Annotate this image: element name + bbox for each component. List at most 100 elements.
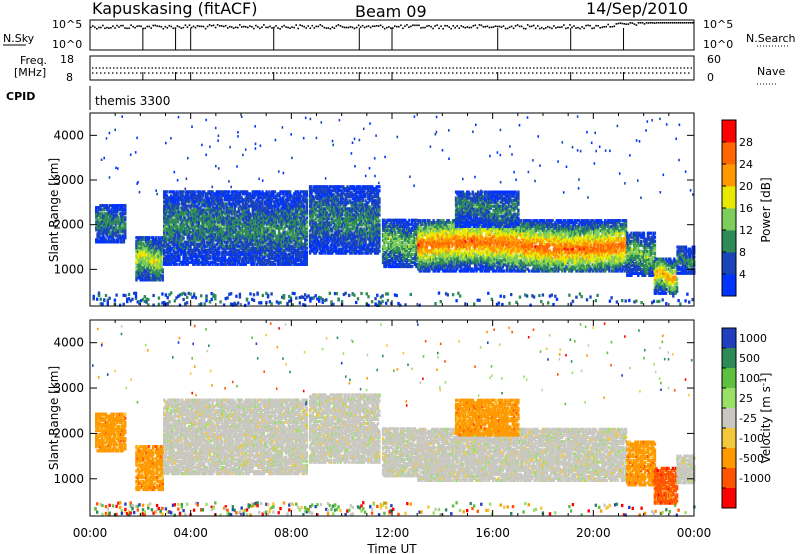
echo-cell xyxy=(259,206,263,210)
echo-cell xyxy=(167,206,170,210)
echo-cell xyxy=(246,196,249,200)
echo-cell xyxy=(325,235,328,239)
echo-cell xyxy=(181,262,184,266)
echo-cell xyxy=(165,256,169,260)
echo-cell xyxy=(326,241,330,245)
echo-cell xyxy=(110,210,113,214)
echo-cell xyxy=(320,197,323,201)
echo-cell xyxy=(346,219,349,223)
echo-cell xyxy=(328,207,331,211)
echo-cell xyxy=(254,190,257,194)
echo-cell xyxy=(273,262,277,266)
echo-cell xyxy=(322,209,326,213)
echo-cell xyxy=(276,214,279,218)
echo-cell xyxy=(139,254,142,258)
echo-cell xyxy=(167,202,170,206)
echo-cell xyxy=(313,251,316,255)
echo-cell xyxy=(176,252,180,256)
echo-cell xyxy=(205,230,209,234)
echo-cell xyxy=(252,293,256,297)
echo-cell xyxy=(225,246,228,250)
echo-cell xyxy=(286,192,289,196)
nsky-point xyxy=(299,24,301,26)
echo-cell xyxy=(169,224,173,228)
echo-cell xyxy=(259,228,263,232)
echo-cell xyxy=(197,228,200,232)
echo-cell xyxy=(351,185,355,189)
echo-cell xyxy=(108,226,112,230)
echo-cell xyxy=(110,218,113,222)
echo-cell xyxy=(205,250,209,254)
echo-cell xyxy=(190,194,194,198)
echo-cell xyxy=(136,240,140,244)
echo-cell xyxy=(178,226,181,230)
echo-cell xyxy=(138,266,141,270)
nsky-point xyxy=(92,25,94,27)
echo-cell xyxy=(189,248,192,252)
echo-cell xyxy=(149,248,152,252)
echo-cell xyxy=(142,256,145,260)
echo-cell xyxy=(258,252,261,256)
echo-cell xyxy=(218,236,221,240)
echo-cell xyxy=(236,232,239,236)
echo-cell xyxy=(575,295,578,299)
echo-cell xyxy=(168,260,171,264)
echo-cell xyxy=(194,210,198,214)
echo-cell xyxy=(261,258,264,262)
echo-cell xyxy=(243,242,246,246)
echo-cell xyxy=(290,240,293,244)
echo-cell xyxy=(169,194,173,198)
echo-cell xyxy=(294,190,297,194)
echo-cell xyxy=(99,236,102,240)
echo-cell xyxy=(185,212,188,216)
echo-cell xyxy=(300,295,303,299)
echo-cell xyxy=(225,196,228,200)
echo-cell xyxy=(283,218,286,222)
echo-cell xyxy=(324,195,327,199)
echo-cell xyxy=(282,294,286,298)
echo-cell xyxy=(149,244,152,248)
echo-cell xyxy=(158,250,162,254)
echo-cell xyxy=(182,260,185,264)
echo-cell xyxy=(293,222,296,226)
echo-cell xyxy=(301,254,304,258)
echo-cell xyxy=(326,249,330,253)
echo-cell xyxy=(280,224,283,228)
echo-cell xyxy=(344,215,348,219)
echo-cell xyxy=(531,294,534,298)
echo-cell xyxy=(169,200,173,204)
echo-cell xyxy=(207,248,210,252)
echo-cell xyxy=(174,260,177,264)
echo-cell xyxy=(269,228,272,232)
echo-cell xyxy=(305,200,308,204)
echo-cell xyxy=(265,226,268,230)
echo-cell xyxy=(226,238,230,242)
echo-cell xyxy=(175,246,178,250)
echo-cell xyxy=(129,299,132,303)
echo-cell xyxy=(253,194,256,198)
nsky-point xyxy=(553,25,555,27)
echo-cell xyxy=(251,194,254,198)
echo-cell xyxy=(338,207,341,211)
echo-cell xyxy=(266,204,270,208)
echo-cell xyxy=(309,296,312,300)
nsky-point xyxy=(106,26,108,29)
echo-cell xyxy=(212,293,215,297)
echo-cell xyxy=(143,272,146,276)
echo-cell xyxy=(103,236,106,240)
echo-cell xyxy=(321,251,324,255)
echo-cell xyxy=(529,303,532,307)
echo-cell xyxy=(333,207,337,211)
echo-cell xyxy=(439,300,442,304)
echo-cell xyxy=(164,218,167,222)
echo-cell xyxy=(208,220,212,224)
echo-cell xyxy=(283,250,286,254)
echo-cell xyxy=(233,194,236,198)
echo-cell xyxy=(298,206,301,210)
echo-cell xyxy=(336,197,339,201)
echo-cell xyxy=(284,200,288,204)
echo-cell xyxy=(268,200,271,204)
echo-cell xyxy=(241,204,245,208)
nsky-point xyxy=(230,26,233,28)
echo-cell xyxy=(115,238,119,242)
